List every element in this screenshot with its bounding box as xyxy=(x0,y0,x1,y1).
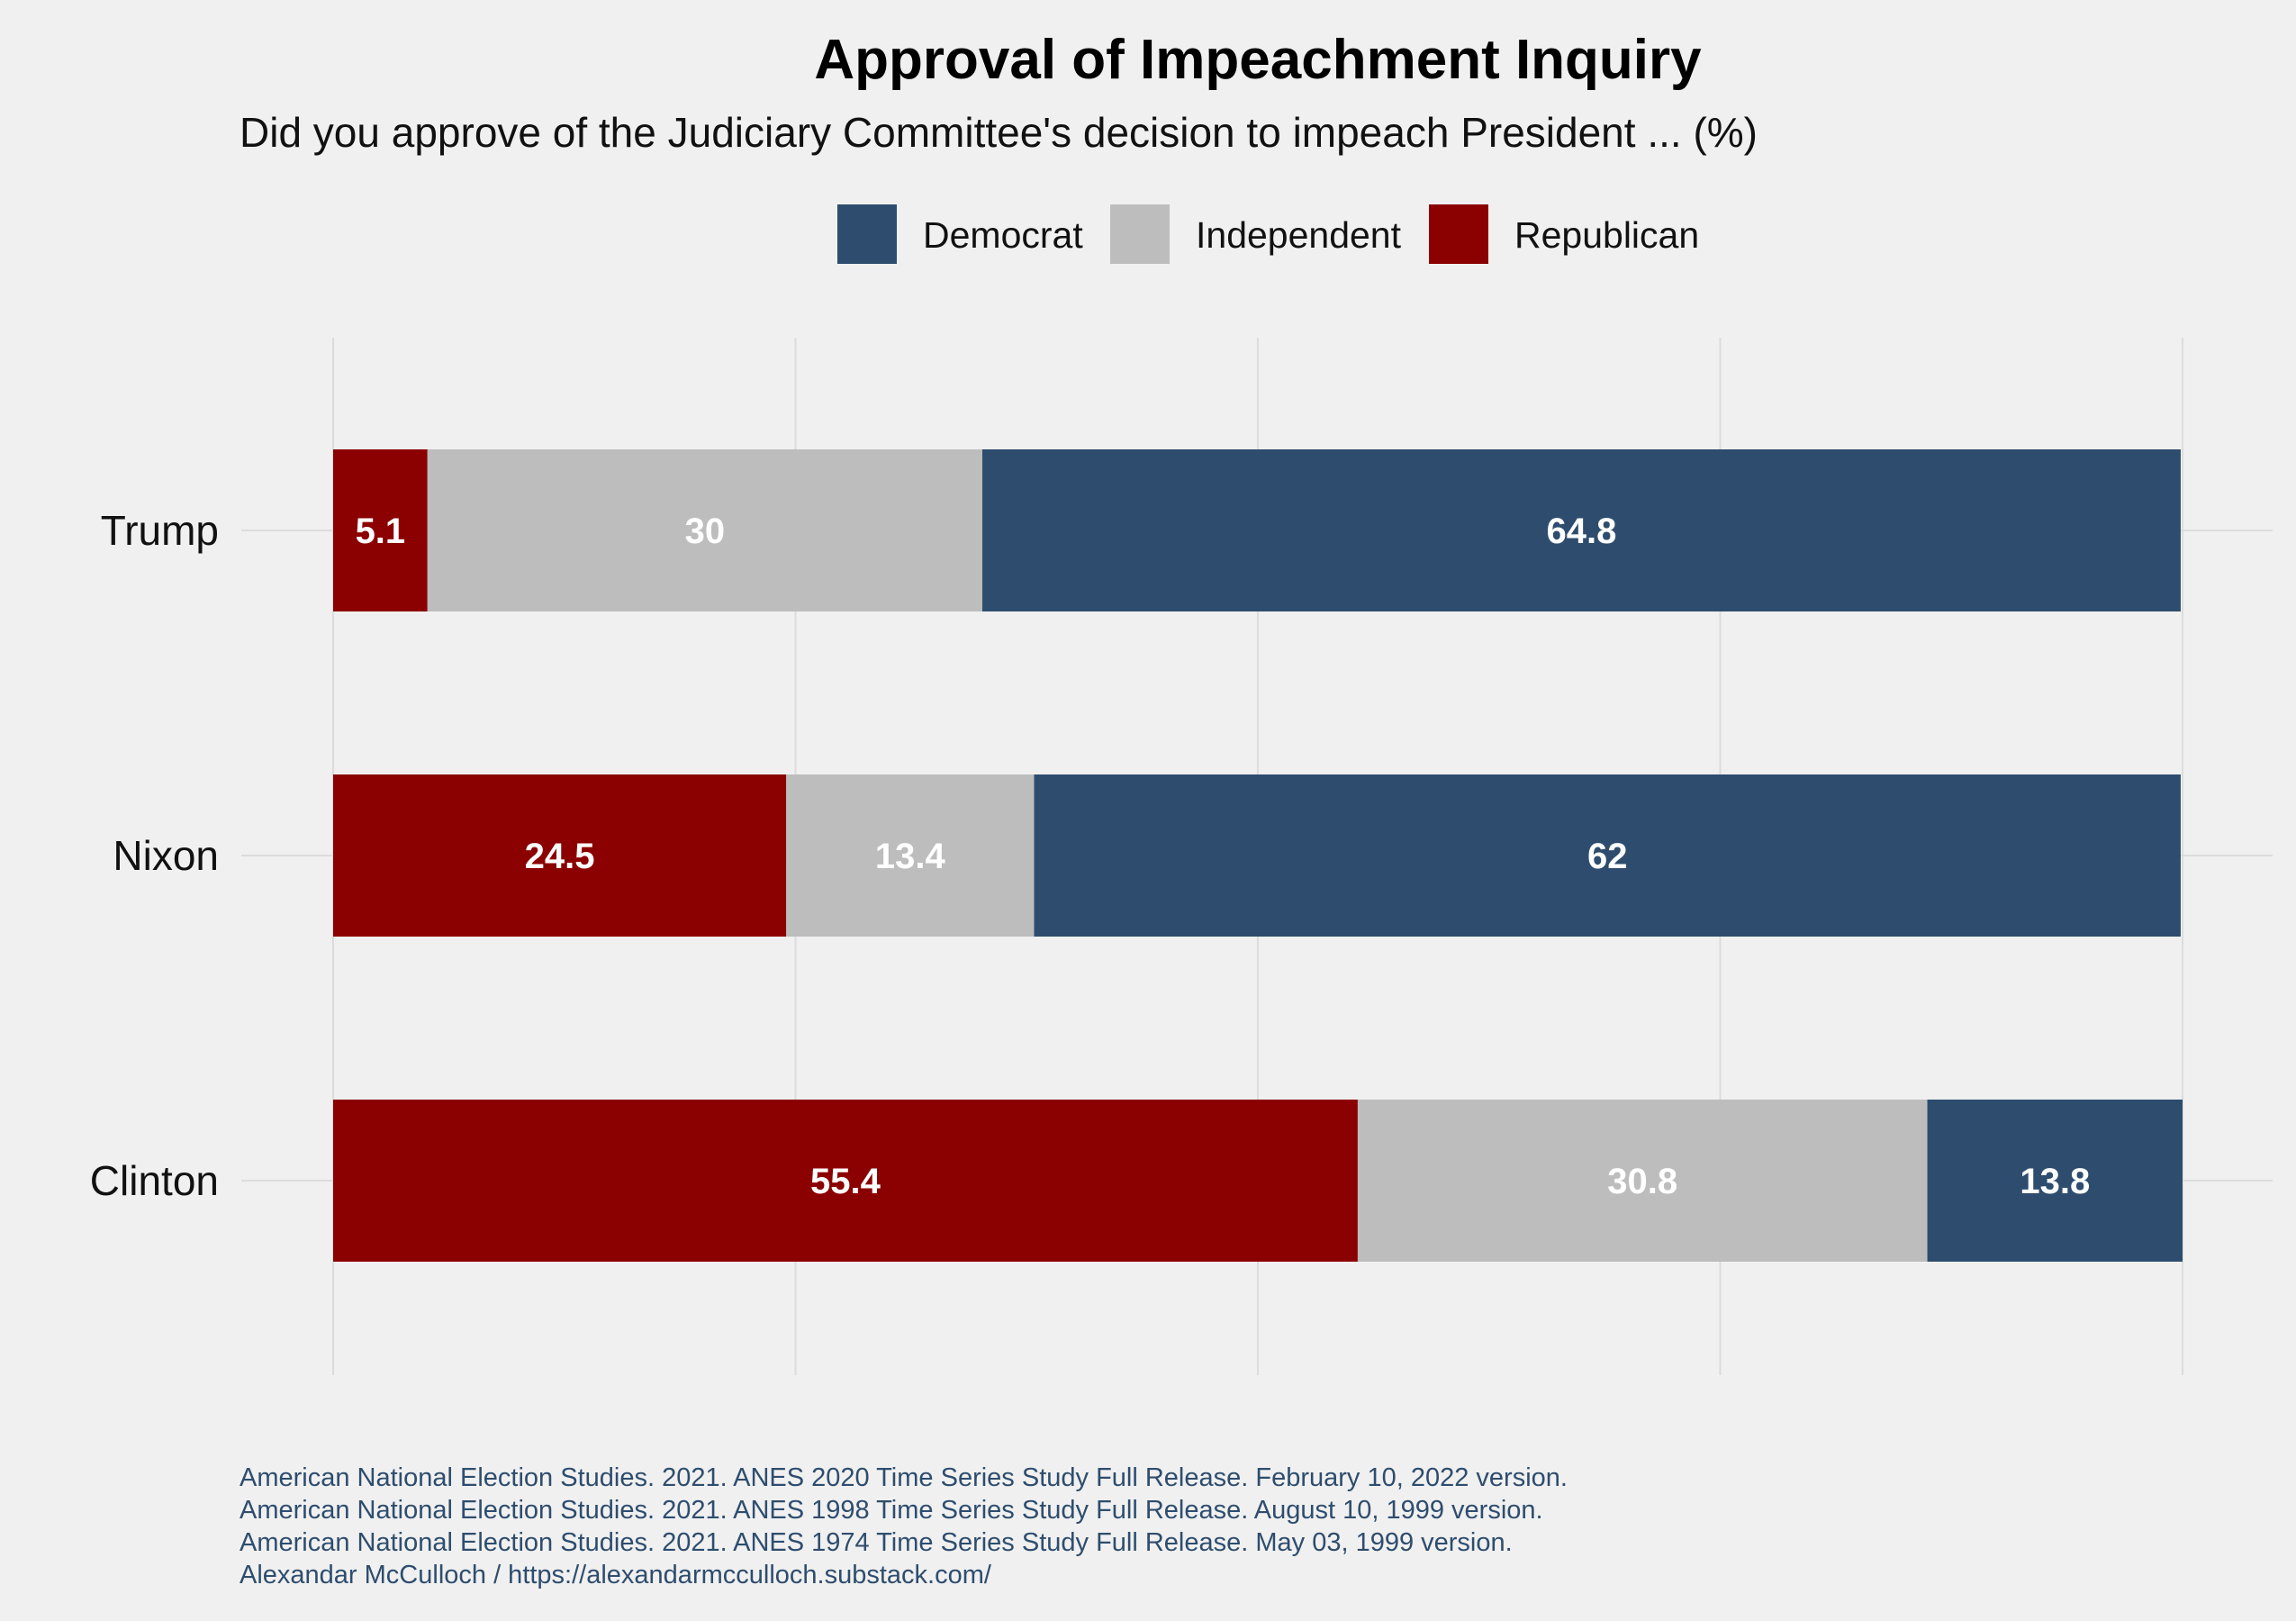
bar-trump-democrat xyxy=(981,449,2181,611)
bar-nixon-democrat xyxy=(1034,774,2181,937)
data-label-nixon-republican: 24.5 xyxy=(525,837,595,876)
data-label-nixon-democrat: 62 xyxy=(1587,837,1628,876)
data-label-clinton-republican: 55.4 xyxy=(810,1162,881,1201)
data-label-trump-independent: 30 xyxy=(685,512,726,551)
category-label-nixon: Nixon xyxy=(113,832,219,879)
legend-label-republican: Republican xyxy=(1514,214,1699,256)
legend-label-democrat: Democrat xyxy=(923,214,1083,256)
caption-line: American National Election Studies. 2021… xyxy=(240,1528,1513,1557)
legend: Democrat Independent Republican xyxy=(837,204,1699,264)
caption: American National Election Studies. 2021… xyxy=(240,1463,1568,1589)
bar-clinton-republican xyxy=(333,1100,1358,1262)
bar-nixon-republican xyxy=(333,774,787,937)
bar-clinton-democrat xyxy=(1927,1100,2183,1262)
bars: 5.1 30 64.8 24.5 13.4 62 55.4 30.8 13.8 xyxy=(333,449,2183,1262)
legend-key-republican xyxy=(1429,204,1488,264)
caption-line: Alexandar McCulloch / https://alexandarm… xyxy=(240,1561,992,1589)
bar-clinton-independent xyxy=(1357,1100,1928,1262)
legend-key-independent xyxy=(1110,204,1170,264)
data-label-clinton-independent: 30.8 xyxy=(1607,1162,1677,1201)
legend-key-democrat xyxy=(837,204,897,264)
caption-line: American National Election Studies. 2021… xyxy=(240,1463,1568,1492)
data-label-trump-democrat: 64.8 xyxy=(1547,512,1617,551)
chart-title: Approval of Impeachment Inquiry xyxy=(814,29,1702,91)
data-label-nixon-independent: 13.4 xyxy=(875,837,946,876)
legend-label-independent: Independent xyxy=(1196,214,1402,256)
data-label-trump-republican: 5.1 xyxy=(356,512,406,551)
bar-trump-independent xyxy=(427,449,982,611)
category-label-trump: Trump xyxy=(101,507,219,554)
category-label-clinton: Clinton xyxy=(90,1157,219,1204)
category-labels: Trump Nixon Clinton xyxy=(90,507,219,1204)
bar-nixon-independent xyxy=(786,774,1035,937)
bar-trump-republican xyxy=(333,449,428,611)
caption-line: American National Election Studies. 2021… xyxy=(240,1496,1543,1525)
chart-subtitle: Did you approve of the Judiciary Committ… xyxy=(240,109,1758,156)
data-label-clinton-democrat: 13.8 xyxy=(2020,1162,2090,1201)
